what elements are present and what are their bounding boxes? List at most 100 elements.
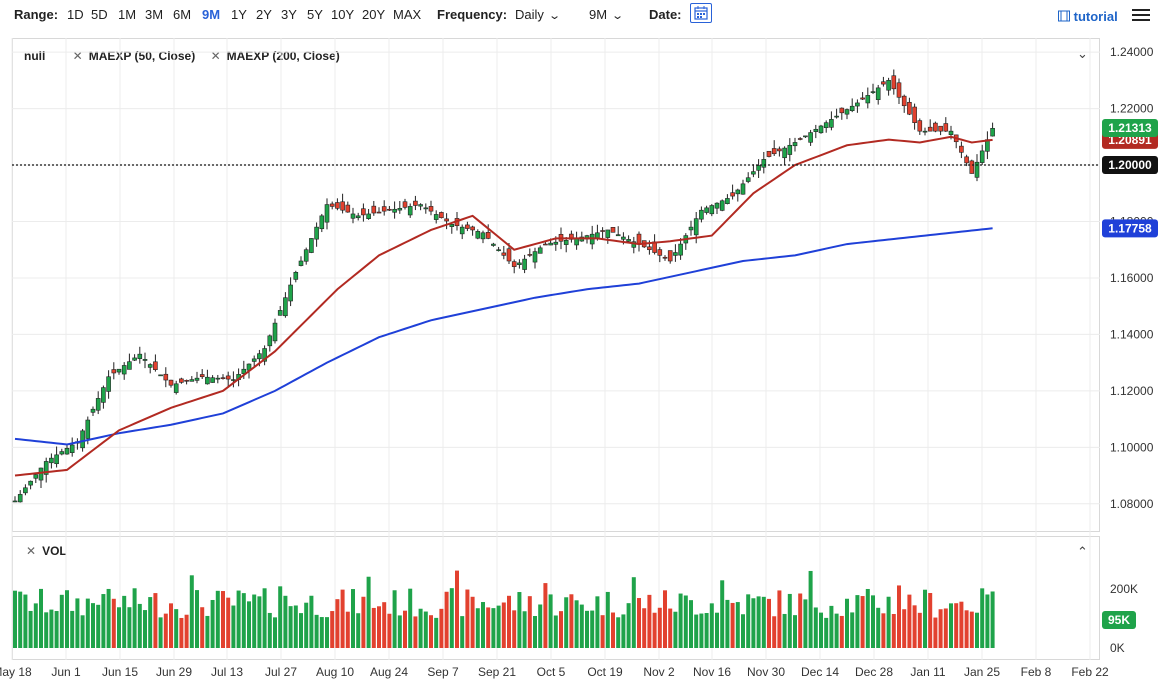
range-1d[interactable]: 1D [67,7,84,22]
menu-icon[interactable] [1132,9,1150,23]
range-9m[interactable]: 9M [202,7,221,22]
volume-bar [189,575,194,648]
remove-ma50-icon[interactable]: ✕ [72,49,83,63]
period-select[interactable]: 9M ⌄ [589,7,624,22]
candle-body [792,142,798,147]
candle-body [199,374,205,378]
volume-bar [663,590,667,648]
x-tick-label: Oct 5 [537,665,566,679]
candle-body [267,335,273,347]
candle-body [844,109,850,115]
x-tick-label: Feb 8 [1021,665,1052,679]
candle-body [553,241,559,245]
volume-bar [564,597,569,648]
last-price-badge-bg [1102,118,1158,137]
frequency-select[interactable]: Daily ⌄ [515,7,561,22]
frequency-value: Daily [515,7,544,22]
volume-legend: ✕ VOL [26,544,67,558]
range-2y[interactable]: 2Y [256,7,272,22]
volume-bar [101,594,106,648]
volume-bar [330,611,335,648]
calendar-icon [694,6,708,20]
range-label: Range: [14,7,59,22]
volume-bar [798,593,803,648]
remove-volume-icon[interactable]: ✕ [26,544,37,558]
candle-body [849,105,855,112]
volume-bar [704,613,709,648]
volume-bar [678,593,683,648]
range-20y[interactable]: 20Y [362,7,386,22]
candle-body [111,369,117,374]
candle-body [387,208,392,211]
range-3y[interactable]: 3Y [281,7,297,22]
candle-body [376,211,382,214]
candle-body [688,226,694,231]
volume-bar [605,591,610,648]
remove-ma200-icon[interactable]: ✕ [210,49,221,63]
candle-body [220,377,226,379]
y-tick-label: 1.22000 [1110,102,1154,116]
volume-bar [938,609,943,648]
candle-body [678,243,683,256]
volume-bar [262,588,267,648]
volume-bar [850,612,855,648]
volume-bar [527,596,532,648]
y-tick-label: 1.08000 [1110,497,1154,511]
range-1m[interactable]: 1M [118,7,137,22]
volume-bar [195,590,199,648]
volume-bar [699,613,704,648]
collapse-chevron-icon[interactable]: ⌄ [1077,46,1088,61]
candle-body [12,500,18,503]
candle-body [797,138,803,140]
candle-body [210,377,215,383]
candle-body [818,125,824,134]
tutorial-link[interactable]: tutorial [1058,9,1118,24]
range-10y[interactable]: 10Y [331,7,355,22]
range-1y[interactable]: 1Y [231,7,247,22]
volume-bar [423,611,428,648]
range-3m[interactable]: 3M [145,7,164,22]
candle-body [158,374,163,377]
volume-bar [917,612,922,648]
range-max[interactable]: MAX [393,7,422,22]
volume-bar [631,577,636,648]
volume-bar [106,588,111,648]
volume-tick-label: 200K [1110,582,1138,596]
candle-body [142,359,148,361]
last-price-badge: 1.21313 [1108,121,1152,135]
calendar-button[interactable] [690,3,712,23]
x-tick-label: Jun 29 [156,665,192,679]
range-6m[interactable]: 6M [173,7,192,22]
volume-bar [309,595,314,648]
volume-bar [418,608,423,648]
candle-body [241,368,247,374]
volume-bar [876,607,881,648]
candle-body [54,454,59,465]
volume-bar [200,607,205,648]
tutorial-label: tutorial [1073,9,1118,24]
range-5y[interactable]: 5Y [307,7,323,22]
candle-body [823,122,829,129]
candle-body [745,177,751,182]
volume-bar [933,617,938,648]
volume-bar [657,607,662,648]
volume-bar [283,595,288,648]
volume-bar [559,611,563,648]
volume-bar [486,607,491,648]
volume-bar [819,612,823,648]
volume-bar [44,612,49,648]
candle-body [231,379,236,381]
candle-body [532,251,538,263]
candle-body [43,461,49,475]
volume-bar [371,607,376,648]
volume-bar [652,612,657,648]
candle-body [501,252,507,256]
candle-body [886,80,891,91]
range-5d[interactable]: 5D [91,7,108,22]
expand-chevron-icon[interactable]: ⌃ [1077,544,1088,559]
volume-bar [361,596,366,648]
volume-bar [444,591,449,648]
candle-body [860,97,865,100]
volume-bar [174,609,179,648]
